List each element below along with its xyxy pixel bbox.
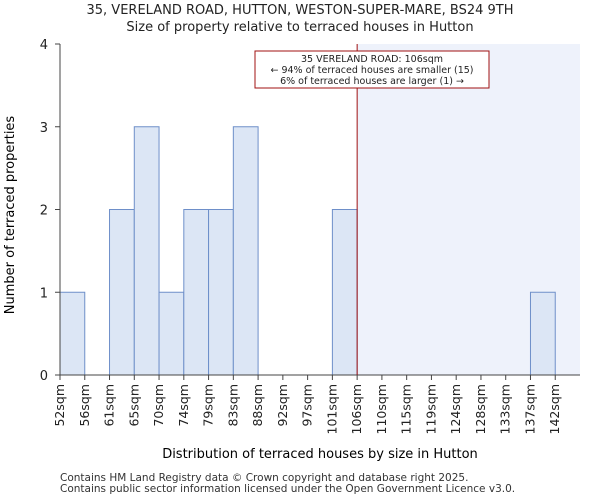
bar-70sqm — [158, 291, 185, 376]
x-tick-label-137sqm: 137sqm — [522, 384, 537, 434]
bar-65sqm — [133, 126, 160, 376]
annotation-line-2: ← 94% of terraced houses are smaller (15… — [270, 65, 473, 76]
x-tick-label-74sqm: 74sqm — [176, 384, 191, 427]
bar-83sqm — [232, 126, 259, 376]
annotation-box — [254, 50, 490, 89]
x-tick-label-83sqm: 83sqm — [225, 384, 240, 427]
y-tick-label-3: 3 — [40, 121, 48, 136]
x-tick-label-52sqm: 52sqm — [52, 384, 67, 427]
y-axis-label: Number of terraced properties — [3, 116, 18, 315]
y-tick-label-1: 1 — [40, 286, 48, 301]
x-tick-label-142sqm: 142sqm — [547, 384, 562, 434]
bar-52sqm — [59, 291, 86, 376]
x-tick-label-97sqm: 97sqm — [300, 384, 315, 427]
y-tick-label-2: 2 — [40, 204, 48, 219]
x-tick-label-65sqm: 65sqm — [126, 384, 141, 427]
x-tick-label-56sqm: 56sqm — [77, 384, 92, 427]
x-tick-label-61sqm: 61sqm — [102, 384, 117, 427]
x-tick-label-88sqm: 88sqm — [250, 384, 265, 427]
x-tick-label-124sqm: 124sqm — [448, 384, 463, 434]
footer-line-2: Contains public sector information licen… — [60, 483, 516, 495]
footer-line-1: Contains HM Land Registry data © Crown c… — [60, 472, 469, 484]
y-tick-label-0: 0 — [40, 369, 48, 384]
x-tick-label-79sqm: 79sqm — [201, 384, 216, 427]
bar-101sqm — [331, 209, 358, 376]
x-tick-label-92sqm: 92sqm — [275, 384, 290, 427]
bar-79sqm — [208, 209, 234, 376]
chart-subtitle: Size of property relative to terraced ho… — [126, 20, 474, 35]
chart-title: 35, VERELAND ROAD, HUTTON, WESTON-SUPER-… — [86, 3, 514, 18]
x-axis-label: Distribution of terraced houses by size … — [162, 447, 478, 462]
x-tick-label-128sqm: 128sqm — [473, 384, 488, 434]
chart-title-block: 35, VERELAND ROAD, HUTTON, WESTON-SUPER-… — [0, 2, 600, 36]
x-tick-label-133sqm: 133sqm — [498, 384, 513, 434]
x-tick-label-110sqm: 110sqm — [374, 384, 389, 434]
x-tick-label-101sqm: 101sqm — [324, 384, 339, 434]
x-tick-label-106sqm: 106sqm — [349, 384, 364, 434]
plot-area: 0 1 2 3 4 52sqm 56sqm 61sqm 65sqm 70sqm 74sqm 79sqm… — [40, 38, 580, 434]
x-tick-label-119sqm: 119sqm — [423, 384, 438, 434]
x-tick-label-115sqm: 115sqm — [399, 384, 414, 434]
bar-74sqm — [183, 209, 210, 376]
annotation-line-1: 35 VERELAND ROAD: 106sqm — [301, 54, 443, 65]
bar-137sqm — [529, 291, 556, 376]
annotation-line-3: 6% of terraced houses are larger (1) → — [280, 76, 464, 87]
bar-61sqm — [109, 209, 135, 376]
y-tick-label-4: 4 — [40, 38, 48, 53]
footer: Contains HM Land Registry data © Crown c… — [60, 473, 515, 495]
x-tick-label-70sqm: 70sqm — [151, 384, 166, 427]
